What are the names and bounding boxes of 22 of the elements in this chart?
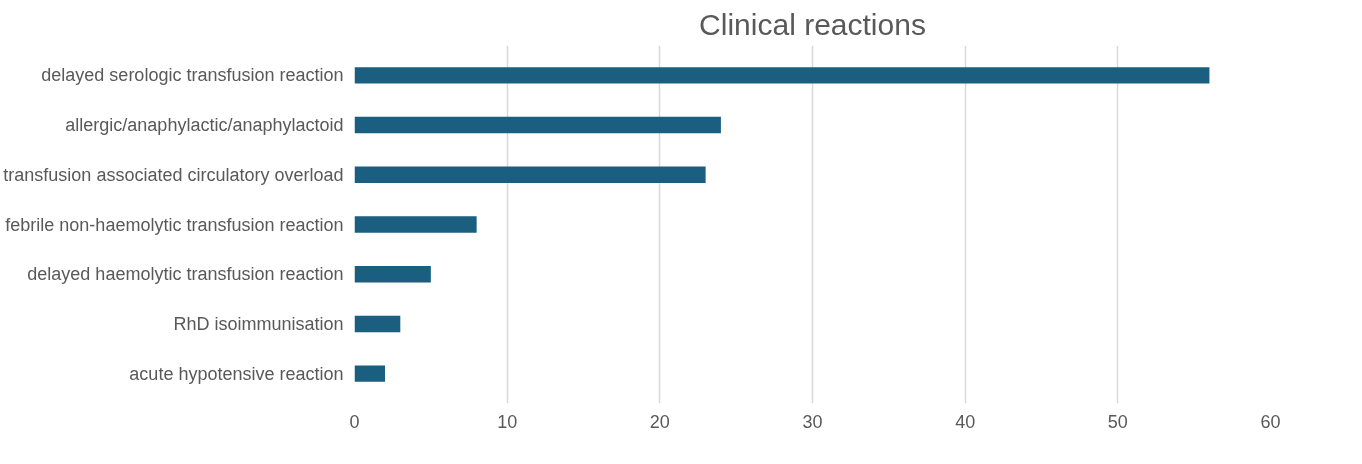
bar <box>354 116 721 134</box>
y-tick-label: RhD isoimmunisation <box>173 313 344 334</box>
x-tick-label: 20 <box>649 411 670 432</box>
bar <box>354 67 1210 84</box>
y-tick-label: transfusion associated circulatory overload <box>3 164 344 185</box>
x-tick-label: 50 <box>1107 411 1128 432</box>
x-tick-label: 30 <box>802 411 823 432</box>
y-tick-label: allergic/anaphylactic/anaphylactoid <box>65 115 344 136</box>
chart-title: Clinical reactions <box>699 7 926 41</box>
y-tick-label: febrile non-haemolytic transfusion reaction <box>5 214 344 235</box>
bar <box>354 266 431 283</box>
x-tick-label: 60 <box>1260 411 1281 432</box>
bar <box>354 365 386 382</box>
bar <box>354 166 706 183</box>
y-tick-label: delayed haemolytic transfusion reaction <box>27 264 344 285</box>
bar <box>354 315 401 333</box>
x-tick-label: 10 <box>497 411 518 432</box>
x-tick-label: 0 <box>349 411 360 432</box>
bar <box>354 216 477 233</box>
y-tick-label: acute hypotensive reaction <box>129 363 344 384</box>
x-tick-label: 40 <box>955 411 976 432</box>
y-tick-label: delayed serologic transfusion reaction <box>41 65 344 86</box>
